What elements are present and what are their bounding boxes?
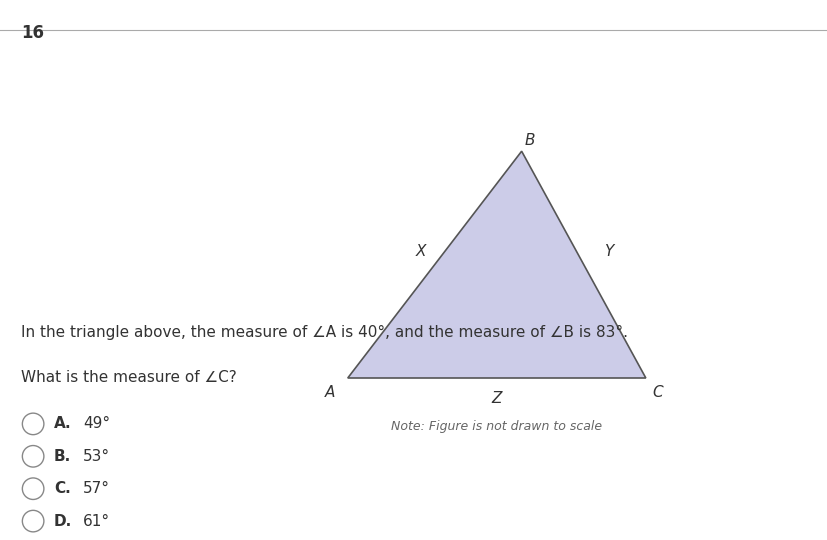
Polygon shape (347, 151, 645, 378)
Text: X: X (415, 244, 425, 259)
Text: 53°: 53° (83, 449, 110, 464)
Text: A.: A. (54, 416, 71, 431)
Text: B: B (524, 133, 534, 148)
Text: C: C (652, 384, 662, 400)
Text: Note: Figure is not drawn to scale: Note: Figure is not drawn to scale (391, 420, 601, 433)
Text: B.: B. (54, 449, 71, 464)
Text: Z: Z (491, 391, 501, 406)
Text: 61°: 61° (83, 514, 110, 529)
Text: C.: C. (54, 481, 70, 496)
Text: 16: 16 (21, 24, 44, 42)
Text: Y: Y (603, 244, 613, 259)
Text: A: A (324, 384, 334, 400)
Text: In the triangle above, the measure of ∠A is 40°, and the measure of ∠B is 83°.: In the triangle above, the measure of ∠A… (21, 325, 627, 340)
Text: What is the measure of ∠C?: What is the measure of ∠C? (21, 370, 237, 386)
Text: 49°: 49° (83, 416, 110, 431)
Text: D.: D. (54, 514, 72, 529)
Text: 57°: 57° (83, 481, 110, 496)
